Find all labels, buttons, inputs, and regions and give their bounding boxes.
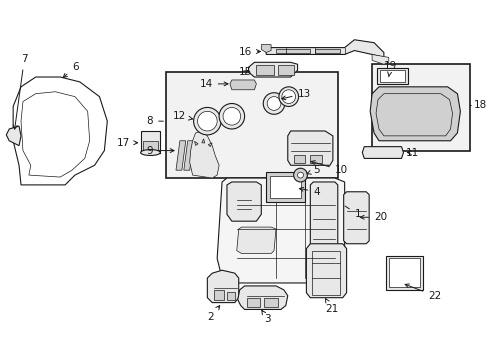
Text: 21: 21 <box>325 298 338 314</box>
Bar <box>226 292 234 300</box>
Polygon shape <box>199 141 209 170</box>
Circle shape <box>278 87 298 107</box>
Text: 14: 14 <box>199 79 227 89</box>
Polygon shape <box>261 45 270 53</box>
Bar <box>293 156 305 163</box>
Polygon shape <box>310 182 337 253</box>
Polygon shape <box>236 227 275 253</box>
Polygon shape <box>207 270 238 303</box>
Circle shape <box>293 168 307 182</box>
Bar <box>246 298 260 307</box>
Text: 18: 18 <box>469 100 487 111</box>
Polygon shape <box>217 178 344 283</box>
Polygon shape <box>229 80 256 90</box>
Text: 8: 8 <box>146 116 163 126</box>
Text: 16: 16 <box>238 46 260 57</box>
Bar <box>264 298 277 307</box>
Polygon shape <box>265 40 383 57</box>
Circle shape <box>281 90 295 104</box>
Text: 1: 1 <box>345 206 360 219</box>
Text: 13: 13 <box>281 89 310 100</box>
Polygon shape <box>248 62 297 77</box>
Bar <box>310 156 322 163</box>
Text: 6: 6 <box>63 62 79 77</box>
Polygon shape <box>189 131 219 178</box>
Polygon shape <box>343 192 368 244</box>
Bar <box>376 68 407 84</box>
Text: 19: 19 <box>383 61 396 77</box>
Polygon shape <box>226 182 261 221</box>
Text: 12: 12 <box>173 111 192 121</box>
Bar <box>379 70 405 82</box>
Bar <box>141 131 160 153</box>
Text: 11: 11 <box>405 148 418 158</box>
Bar <box>142 141 158 150</box>
Text: 7: 7 <box>13 54 28 129</box>
Circle shape <box>266 96 280 111</box>
Bar <box>385 256 422 290</box>
Text: 4: 4 <box>299 187 319 197</box>
Circle shape <box>197 111 217 131</box>
Text: 5: 5 <box>306 165 319 175</box>
Polygon shape <box>191 141 201 170</box>
Polygon shape <box>287 131 332 165</box>
Polygon shape <box>202 139 204 143</box>
Ellipse shape <box>141 150 160 156</box>
Bar <box>269 176 301 198</box>
Polygon shape <box>371 54 388 64</box>
Polygon shape <box>362 147 403 158</box>
Polygon shape <box>6 126 21 146</box>
Text: 20: 20 <box>360 212 386 222</box>
Circle shape <box>193 107 221 135</box>
Circle shape <box>223 107 240 125</box>
Polygon shape <box>176 141 185 170</box>
Bar <box>166 72 337 178</box>
Polygon shape <box>237 286 287 310</box>
Text: 15: 15 <box>238 67 251 77</box>
Text: 17: 17 <box>117 138 137 148</box>
Bar <box>277 65 293 75</box>
Bar <box>265 172 305 202</box>
Text: 3: 3 <box>262 310 270 324</box>
Circle shape <box>297 172 303 178</box>
Text: 10: 10 <box>310 161 347 175</box>
Polygon shape <box>208 143 212 147</box>
Bar <box>214 290 224 300</box>
Text: 22: 22 <box>405 284 440 301</box>
Bar <box>388 258 419 287</box>
Polygon shape <box>183 141 193 170</box>
Polygon shape <box>194 141 198 145</box>
Bar <box>312 251 339 295</box>
Bar <box>315 49 339 54</box>
Bar <box>275 49 310 54</box>
Polygon shape <box>306 244 346 298</box>
Circle shape <box>219 104 244 129</box>
Text: 2: 2 <box>207 306 219 322</box>
Polygon shape <box>369 87 459 141</box>
Bar <box>371 64 469 150</box>
Bar <box>256 65 273 75</box>
Text: 9: 9 <box>146 145 174 156</box>
Circle shape <box>263 93 284 114</box>
